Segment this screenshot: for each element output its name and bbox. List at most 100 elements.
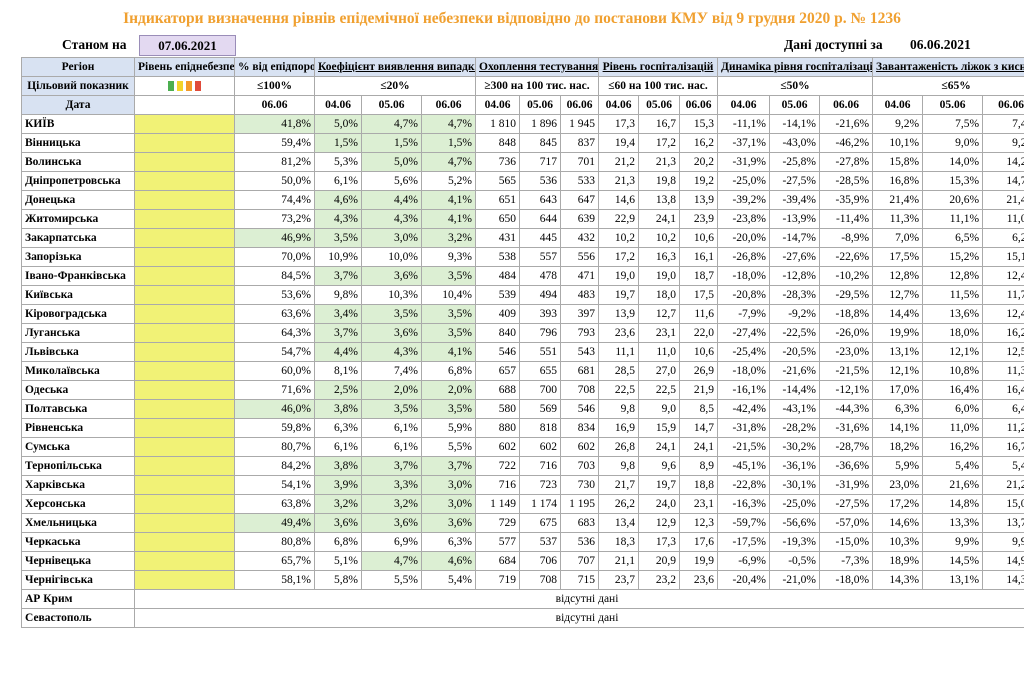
target-hospital-dynamics: ≤50% (717, 76, 874, 96)
detection-cell: 3,3% (361, 475, 422, 495)
detection-cell: 3,5% (361, 304, 422, 324)
hospital-dynamics-cell: -18,8% (819, 304, 874, 324)
region-name: Київська (21, 285, 135, 305)
hospital-level-cell: 21,3 (638, 152, 681, 172)
testing-cell: 471 (560, 266, 600, 286)
detection-cell: 4,1% (420, 342, 477, 362)
region-name: Львівська (21, 342, 135, 362)
hospital-level-cell: 11,1 (598, 342, 640, 362)
header-row: Регіон Рівень епіднебезпеки % від епідпо… (21, 57, 1024, 77)
hospital-dynamics-cell: -57,0% (819, 513, 874, 533)
hospital-level-cell: 28,5 (598, 361, 640, 381)
testing-cell: 431 (475, 228, 521, 248)
oxygen-load-cell: 16,2% (922, 437, 984, 457)
detection-cell: 3,5% (420, 399, 477, 419)
header-region: Регіон (21, 57, 135, 77)
hospital-level-cell: 24,1 (679, 437, 719, 457)
oxygen-load-cell: 18,9% (872, 551, 924, 571)
oxygen-load-cell: 12,7% (872, 285, 924, 305)
testing-cell: 1 174 (519, 494, 562, 514)
oxygen-load-cell: 11,0% (922, 418, 984, 438)
oxygen-load-cell: 16,2% (982, 323, 1024, 343)
table-row: Севастополь відсутні дані (21, 608, 1024, 628)
region-name: Закарпатська (21, 228, 135, 248)
region-name: Івано-Франківська (21, 266, 135, 286)
hospital-level-cell: 21,3 (598, 171, 640, 191)
oxygen-load-cell: 16,7% (982, 437, 1024, 457)
level-cell (134, 228, 235, 248)
hospital-level-cell: 16,7 (638, 114, 681, 134)
hospital-dynamics-cell: -27,5% (819, 494, 874, 514)
date-cell: 05.06 (922, 95, 984, 115)
hospital-dynamics-cell: -22,5% (769, 323, 821, 343)
hospital-dynamics-cell: -25,0% (717, 171, 771, 191)
table-row: Харківська 54,1% 3,9% 3,3% 3,0% 716 723 730 21,7… (21, 475, 1024, 495)
hospital-dynamics-cell: -9,2% (769, 304, 821, 324)
hospital-level-cell: 26,8 (598, 437, 640, 457)
level-cell (134, 266, 235, 286)
pct-cell: 46,0% (234, 399, 315, 419)
oxygen-load-cell: 14,9% (982, 551, 1024, 571)
pct-cell: 65,7% (234, 551, 315, 571)
table-row: АР Крим відсутні дані (21, 589, 1024, 609)
date-cell: 06.06 (234, 95, 315, 115)
testing-cell: 719 (475, 570, 521, 590)
hospital-level-cell: 21,7 (598, 475, 640, 495)
oxygen-load-cell: 12,8% (872, 266, 924, 286)
oxygen-load-cell: 16,8% (872, 171, 924, 191)
level-cell (134, 513, 235, 533)
hospital-level-cell: 11,0 (638, 342, 681, 362)
oxygen-load-cell: 20,6% (922, 190, 984, 210)
as-of-date-field[interactable]: 07.06.2021 (139, 35, 236, 56)
testing-cell: 736 (475, 152, 521, 172)
hospital-dynamics-cell: -44,3% (819, 399, 874, 419)
oxygen-load-cell: 12,5% (982, 342, 1024, 362)
hospital-level-cell: 12,9 (638, 513, 681, 533)
detection-cell: 6,8% (314, 532, 362, 552)
region-name: Донецька (21, 190, 135, 210)
hospital-dynamics-cell: -31,9% (717, 152, 771, 172)
region-name: Хмельницька (21, 513, 135, 533)
hospital-dynamics-cell: -0,5% (769, 551, 821, 571)
testing-cell: 1 149 (475, 494, 521, 514)
hospital-level-cell: 23,7 (598, 570, 640, 590)
oxygen-load-cell: 9,2% (982, 133, 1024, 153)
hospital-dynamics-cell: -27,6% (769, 247, 821, 267)
level-cell (134, 437, 235, 457)
region-name: Житомирська (21, 209, 135, 229)
region-name: Сумська (21, 437, 135, 457)
oxygen-load-cell: 7,5% (922, 114, 984, 134)
oxygen-load-cell: 10,1% (872, 133, 924, 153)
oxygen-load-cell: 11,7% (982, 285, 1024, 305)
detection-cell: 4,7% (361, 114, 422, 134)
detection-cell: 3,7% (361, 456, 422, 476)
oxygen-load-cell: 15,0% (982, 494, 1024, 514)
oxygen-load-cell: 5,4% (922, 456, 984, 476)
hospital-dynamics-cell: -36,6% (819, 456, 874, 476)
oxygen-load-cell: 10,3% (872, 532, 924, 552)
hospital-dynamics-cell: -37,1% (717, 133, 771, 153)
level-swatch (168, 80, 174, 91)
date-cell: 06.06 (679, 95, 719, 115)
detection-cell: 3,7% (314, 266, 362, 286)
region-name: Херсонська (21, 494, 135, 514)
region-name: Полтавська (21, 399, 135, 419)
hospital-level-cell: 16,1 (679, 247, 719, 267)
testing-cell: 715 (560, 570, 600, 590)
oxygen-load-cell: 16,4% (922, 380, 984, 400)
detection-cell: 6,1% (361, 418, 422, 438)
table-row: Рівненська 59,8% 6,3% 6,1% 5,9% 880 818 834 16,9… (21, 418, 1024, 438)
date-cell: 06.06 (982, 95, 1024, 115)
testing-cell: 681 (560, 361, 600, 381)
hospital-dynamics-cell: -39,4% (769, 190, 821, 210)
hospital-dynamics-cell: -16,1% (717, 380, 771, 400)
testing-cell: 708 (560, 380, 600, 400)
hospital-dynamics-cell: -22,6% (819, 247, 874, 267)
hospital-level-cell: 19,0 (598, 266, 640, 286)
testing-cell: 688 (475, 380, 521, 400)
testing-cell: 1 896 (519, 114, 562, 134)
detection-cell: 6,3% (420, 532, 477, 552)
detection-cell: 3,2% (314, 494, 362, 514)
detection-cell: 1,5% (361, 133, 422, 153)
testing-cell: 701 (560, 152, 600, 172)
